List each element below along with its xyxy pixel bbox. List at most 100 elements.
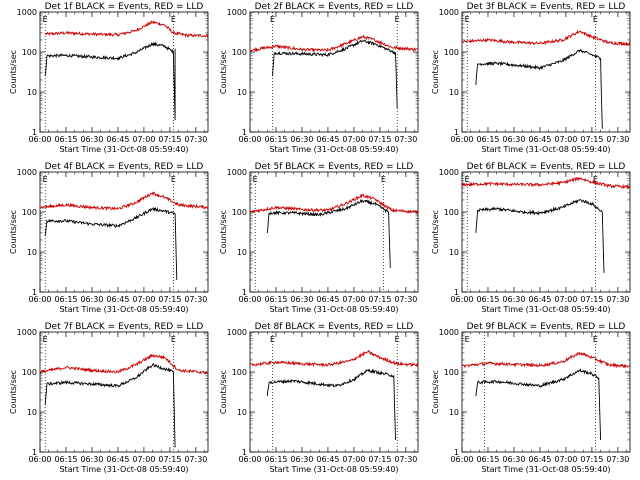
chart-panel-9: Det 9f BLACK = Events, RED = LLD 1 10 100 10… — [431, 322, 631, 474]
plot-frame — [39, 171, 209, 293]
y-tick-label: 10 — [237, 248, 247, 257]
event-marker-label: E — [465, 15, 470, 24]
chart-panel-6: Det 6f BLACK = Events, RED = LLD 1 10 100 10… — [431, 162, 631, 314]
y-axis-label: Counts/sec — [431, 370, 440, 414]
x-tick-label: 06:45 — [528, 455, 551, 464]
x-tick-label: 07:30 — [394, 295, 417, 304]
events-series-line — [44, 41, 176, 121]
event-marker-label: E — [171, 15, 176, 24]
y-tick-label: 100 — [232, 368, 247, 377]
x-tick-label: 06:30 — [80, 455, 103, 464]
x-tick-label: 07:30 — [184, 295, 207, 304]
x-axis-label: Start Time (31-Oct-08 05:59:40) — [269, 145, 398, 154]
y-axis-label: Counts/sec — [9, 370, 18, 414]
x-tick-label: 07:00 — [132, 455, 155, 464]
x-tick-label: 07:00 — [342, 455, 365, 464]
x-axis-label: Start Time (31-Oct-08 05:59:40) — [269, 465, 398, 474]
y-tick-label: 1000 — [439, 168, 459, 177]
y-tick-label: 1000 — [17, 328, 37, 337]
x-tick-label: 06:30 — [502, 135, 525, 144]
x-tick-label: 07:30 — [394, 455, 417, 464]
lld-series-line — [249, 349, 419, 368]
x-tick-label: 06:45 — [106, 455, 129, 464]
x-axis-label: Start Time (31-Oct-08 05:59:40) — [59, 305, 188, 314]
y-tick-label: 1000 — [439, 8, 459, 17]
x-tick-label: 07:15 — [158, 455, 181, 464]
chart-title: Det 7f BLACK = Events, RED = LLD — [45, 322, 204, 332]
events-series-line — [266, 198, 391, 268]
y-tick-label: 100 — [22, 368, 37, 377]
event-marker-label: E — [395, 335, 400, 344]
y-axis-label: Counts/sec — [219, 370, 228, 414]
events-series-line — [44, 206, 178, 281]
x-tick-label: 07:15 — [368, 455, 391, 464]
lld-series-line — [461, 176, 631, 190]
chart-title: Det 9f BLACK = Events, RED = LLD — [467, 322, 626, 332]
event-marker-label: E — [43, 175, 48, 184]
y-tick-label: 10 — [27, 88, 37, 97]
y-tick-label: 100 — [444, 48, 459, 57]
x-tick-label: 06:45 — [316, 455, 339, 464]
y-tick-label: 1 — [32, 448, 37, 457]
event-marker-label: E — [381, 175, 386, 184]
x-tick-label: 06:30 — [502, 455, 525, 464]
plot-frame — [249, 171, 419, 293]
event-marker-label: E — [270, 335, 275, 344]
lld-series-line — [249, 193, 419, 215]
lld-series-line — [249, 34, 419, 53]
x-tick-label: 06:45 — [106, 295, 129, 304]
event-marker-label: E — [43, 335, 48, 344]
x-axis-label: Start Time (31-Oct-08 05:59:40) — [269, 305, 398, 314]
y-tick-label: 10 — [27, 248, 37, 257]
plot-frame — [461, 171, 631, 293]
y-tick-label: 10 — [449, 408, 459, 417]
chart-title: Det 2f BLACK = Events, RED = LLD — [255, 2, 414, 12]
x-tick-label: 07:15 — [368, 135, 391, 144]
x-tick-label: 07:15 — [580, 295, 603, 304]
y-tick-label: 1000 — [17, 168, 37, 177]
chart-title: Det 8f BLACK = Events, RED = LLD — [255, 322, 414, 332]
y-axis-label: Counts/sec — [431, 50, 440, 94]
events-series-line — [475, 198, 605, 273]
x-tick-label: 07:00 — [342, 295, 365, 304]
x-tick-label: 07:30 — [184, 135, 207, 144]
y-tick-label: 1000 — [227, 168, 247, 177]
x-tick-label: 07:00 — [132, 295, 155, 304]
y-axis-label: Counts/sec — [431, 210, 440, 254]
lld-series-line — [39, 353, 209, 375]
x-tick-label: 06:00 — [28, 295, 51, 304]
lld-series-line — [44, 20, 209, 38]
x-tick-label: 07:00 — [132, 135, 155, 144]
plot-frame — [461, 11, 631, 133]
x-tick-label: 06:00 — [238, 295, 261, 304]
x-tick-label: 07:00 — [554, 455, 577, 464]
x-tick-label: 06:00 — [450, 135, 473, 144]
y-tick-label: 10 — [449, 248, 459, 257]
x-tick-label: 06:00 — [238, 455, 261, 464]
y-axis-label: Counts/sec — [9, 50, 18, 94]
x-tick-label: 06:45 — [316, 135, 339, 144]
lld-series-line — [39, 191, 209, 212]
x-tick-label: 06:15 — [476, 455, 499, 464]
x-tick-label: 07:00 — [554, 135, 577, 144]
chart-panel-7: Det 7f BLACK = Events, RED = LLD 1 10 100 10… — [9, 322, 209, 474]
chart-title: Det 6f BLACK = Events, RED = LLD — [467, 162, 626, 172]
event-marker-label: E — [593, 335, 598, 344]
event-marker-label: E — [43, 15, 48, 24]
plot-frame — [249, 11, 419, 133]
y-tick-label: 1000 — [227, 328, 247, 337]
x-tick-label: 06:15 — [264, 135, 287, 144]
x-tick-label: 06:00 — [450, 455, 473, 464]
x-tick-label: 07:15 — [580, 135, 603, 144]
y-tick-label: 100 — [22, 48, 37, 57]
events-series-line — [475, 48, 603, 129]
x-tick-label: 06:30 — [290, 135, 313, 144]
x-tick-label: 06:00 — [238, 135, 261, 144]
x-tick-label: 07:15 — [580, 455, 603, 464]
y-tick-label: 100 — [232, 208, 247, 217]
chart-panel-3: Det 3f BLACK = Events, RED = LLD 1 10 100 10… — [431, 2, 631, 154]
y-tick-label: 10 — [449, 88, 459, 97]
chart-title: Det 5f BLACK = Events, RED = LLD — [255, 162, 414, 172]
y-tick-label: 10 — [237, 408, 247, 417]
y-tick-label: 1 — [32, 128, 37, 137]
